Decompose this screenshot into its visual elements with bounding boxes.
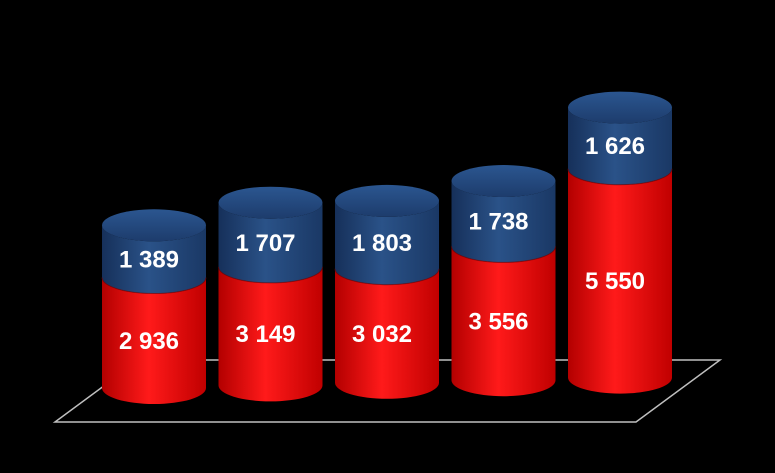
label-red-5: 5 550: [585, 268, 645, 295]
bar-red-4: [451, 246, 556, 397]
bar-blue-4: [451, 181, 556, 263]
bar-cap-1: [102, 209, 206, 242]
bar-blue-5: [568, 107, 672, 185]
bar-junction-2: [218, 266, 323, 284]
bar-junction-4: [451, 246, 556, 263]
label-blue-4: 1 738: [468, 209, 528, 236]
bar-cap-3: [335, 184, 439, 217]
bar-cap-5: [568, 91, 672, 124]
bar-junction-5: [567, 168, 673, 186]
bar-blue-2: [218, 202, 323, 283]
bar-blue-1: [102, 225, 206, 294]
bar-red-5: [568, 168, 672, 394]
label-red-3: 3 032: [352, 321, 412, 348]
label-red-2: 3 149: [235, 321, 295, 348]
bar-red-2: [218, 266, 323, 402]
bar-red-1: [102, 277, 206, 404]
bar-red-3: [335, 268, 440, 399]
label-blue-5: 1 626: [585, 133, 645, 160]
label-blue-1: 1 389: [119, 246, 179, 273]
bar-junction-1: [101, 277, 207, 295]
bars-group: 2 936 1 389 3 149 1 707 3 032 1 803 3 556 1 738…: [101, 91, 673, 404]
label-red-1: 2 936: [119, 328, 179, 355]
bar-junction-3: [334, 268, 440, 286]
bar-cap-2: [218, 186, 323, 219]
bar-blue-3: [335, 200, 440, 285]
label-blue-2: 1 707: [235, 230, 295, 257]
label-blue-3: 1 803: [352, 230, 412, 257]
label-red-4: 3 556: [468, 308, 528, 335]
bar-cap-4: [451, 165, 556, 198]
